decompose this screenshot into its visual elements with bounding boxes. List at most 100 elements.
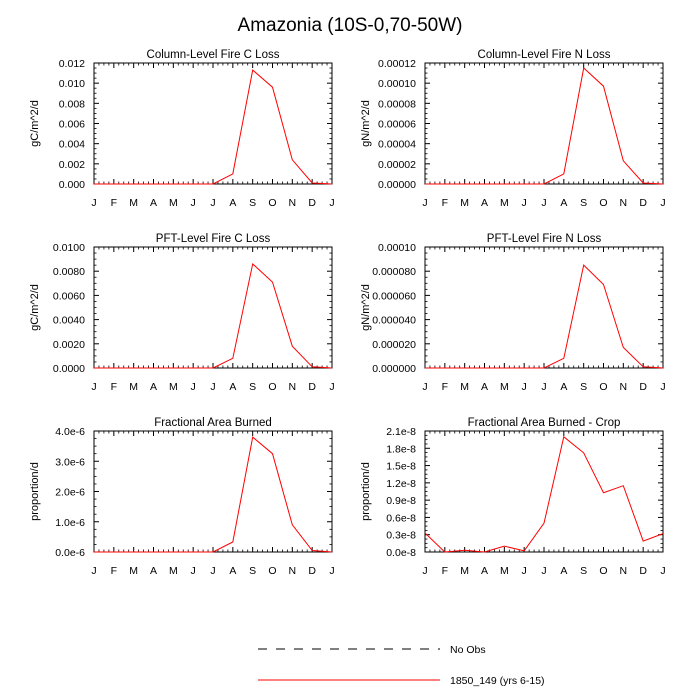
x-tick-label: D <box>308 197 316 209</box>
series-line <box>425 67 664 185</box>
x-tick-label: J <box>660 197 665 209</box>
x-tick-label: N <box>620 565 628 577</box>
plot-frame <box>93 430 333 553</box>
y-tick-label: 0.0100 <box>53 242 85 254</box>
x-tick-label: M <box>460 381 469 393</box>
x-tick-label: A <box>229 197 236 209</box>
y-tick-label: 0.010 <box>59 78 85 90</box>
x-tick-label: O <box>268 565 276 577</box>
series-line <box>425 264 664 369</box>
x-tick-label: D <box>308 565 316 577</box>
x-tick-label: J <box>522 565 527 577</box>
panel-title: PFT-Level Fire C Loss <box>156 233 271 245</box>
legend-series-label: 1850_149 (yrs 6-15) <box>450 675 545 687</box>
x-tick-label: M <box>169 381 178 393</box>
x-tick-label: J <box>660 565 665 577</box>
x-tick-label: F <box>111 381 117 393</box>
y-tick-label: 0.000040 <box>372 315 416 327</box>
y-tick-label: 3.0e-6 <box>55 456 85 468</box>
y-axis-label: proportion/d <box>360 462 372 521</box>
x-tick-label: M <box>129 565 138 577</box>
y-tick-label: 0.004 <box>59 139 85 151</box>
y-tick-label: 1.2e-8 <box>386 478 416 490</box>
x-tick-label: M <box>500 197 509 209</box>
x-tick-label: J <box>422 381 427 393</box>
x-tick-label: O <box>599 381 607 393</box>
y-tick-label: 0.0020 <box>53 339 85 351</box>
x-tick-label: O <box>599 197 607 209</box>
x-tick-label: J <box>541 381 546 393</box>
panel-title: PFT-Level Fire N Loss <box>487 233 602 245</box>
series-line <box>424 435 664 553</box>
series-line <box>94 69 333 185</box>
y-tick-label: 0.0080 <box>53 266 85 278</box>
x-tick-label: F <box>442 381 448 393</box>
x-tick-label: A <box>481 381 488 393</box>
x-tick-label: D <box>639 381 647 393</box>
y-tick-label: 0.0060 <box>53 290 85 302</box>
x-tick-label: M <box>169 197 178 209</box>
figure-title: Amazonia (10S-0,70-50W) <box>238 15 463 36</box>
x-tick-label: F <box>111 197 117 209</box>
x-tick-label: J <box>210 381 215 393</box>
x-tick-label: J <box>91 381 96 393</box>
x-tick-label: J <box>210 197 215 209</box>
x-tick-label: S <box>580 197 587 209</box>
plot-frame <box>424 430 664 553</box>
x-tick-label: A <box>150 565 157 577</box>
series-line <box>94 262 333 369</box>
y-axis-label: proportion/d <box>29 462 41 521</box>
y-axis-label: gC/m^2/d <box>29 100 41 147</box>
x-tick-label: D <box>639 565 647 577</box>
x-tick-label: N <box>289 381 297 393</box>
x-tick-label: M <box>460 197 469 209</box>
x-tick-label: A <box>229 381 236 393</box>
y-tick-label: 0.00004 <box>378 139 416 151</box>
y-tick-label: 4.0e-6 <box>55 426 85 438</box>
y-tick-label: 0.000020 <box>372 339 416 351</box>
y-tick-label: 0.006 <box>59 119 85 131</box>
x-tick-label: F <box>442 197 448 209</box>
x-tick-label: M <box>500 565 509 577</box>
x-tick-label: J <box>191 197 196 209</box>
y-tick-label: 0.00006 <box>378 119 416 131</box>
y-axis-label: gN/m^2/d <box>360 100 372 147</box>
panel-title: Column-Level Fire C Loss <box>147 49 280 61</box>
y-tick-label: 0.00010 <box>378 242 416 254</box>
y-axis-label: gC/m^2/d <box>29 284 41 331</box>
y-tick-label: 0.3e-8 <box>386 530 416 542</box>
x-tick-label: D <box>639 197 647 209</box>
y-tick-label: 0.008 <box>59 98 85 110</box>
x-tick-label: M <box>169 565 178 577</box>
x-tick-label: S <box>580 565 587 577</box>
y-tick-label: 1.8e-8 <box>386 443 416 455</box>
y-tick-label: 0.0040 <box>53 315 85 327</box>
x-tick-label: A <box>560 565 567 577</box>
x-tick-label: S <box>249 197 256 209</box>
y-tick-label: 0.0e-8 <box>386 547 416 559</box>
y-tick-label: 0.00010 <box>378 78 416 90</box>
x-tick-label: J <box>91 197 96 209</box>
legend-no-obs-label: No Obs <box>450 644 486 656</box>
y-tick-label: 0.6e-8 <box>386 512 416 524</box>
y-tick-label: 0.9e-8 <box>386 495 416 507</box>
y-tick-label: 2.1e-8 <box>386 426 416 438</box>
x-tick-label: N <box>620 381 628 393</box>
x-tick-label: J <box>422 565 427 577</box>
panel-title: Fractional Area Burned <box>154 417 272 429</box>
y-tick-label: 0.0e-6 <box>55 547 85 559</box>
x-tick-label: J <box>541 565 546 577</box>
x-tick-label: F <box>111 565 117 577</box>
x-tick-label: S <box>249 565 256 577</box>
panel-title: Fractional Area Burned - Crop <box>468 417 621 429</box>
x-tick-label: O <box>268 381 276 393</box>
x-tick-label: O <box>599 565 607 577</box>
y-tick-label: 0.000000 <box>372 363 416 375</box>
